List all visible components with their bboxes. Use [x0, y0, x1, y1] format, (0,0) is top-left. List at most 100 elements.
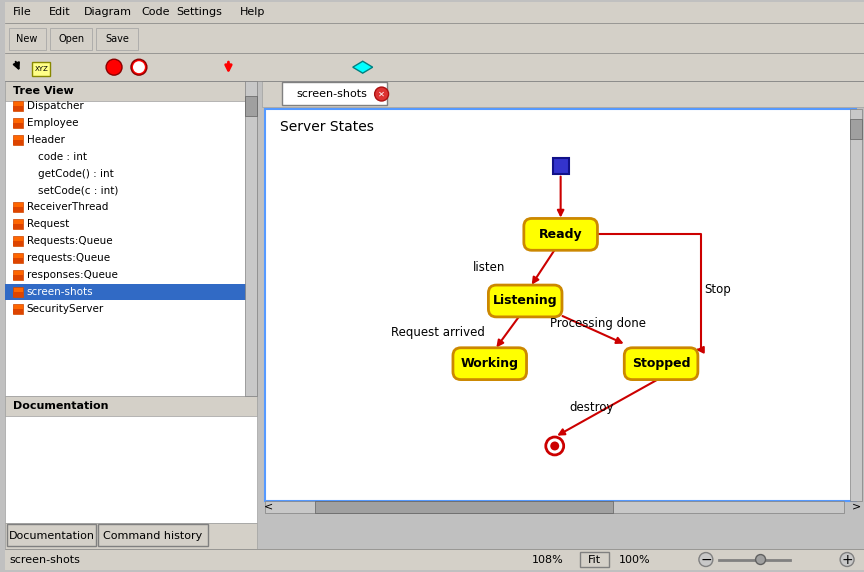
Text: ✕: ✕ — [378, 90, 385, 98]
Bar — [13, 241, 22, 246]
Bar — [4, 23, 864, 53]
Bar — [4, 549, 864, 570]
Text: responses:Queue: responses:Queue — [27, 270, 118, 280]
Bar — [13, 101, 22, 111]
Bar — [7, 524, 96, 546]
Circle shape — [106, 59, 122, 75]
Bar — [265, 109, 856, 501]
Polygon shape — [353, 61, 372, 73]
Text: Header: Header — [27, 135, 65, 145]
Text: −: − — [700, 553, 712, 566]
Bar — [4, 396, 257, 416]
Bar — [13, 287, 22, 297]
Bar — [4, 284, 257, 300]
Text: Fit: Fit — [588, 554, 601, 565]
Bar — [13, 292, 22, 297]
Text: >: > — [851, 502, 861, 512]
Bar — [553, 158, 569, 174]
Text: screen-shots: screen-shots — [10, 554, 80, 565]
Bar — [265, 501, 844, 513]
Text: 100%: 100% — [619, 554, 651, 565]
Bar — [96, 29, 138, 50]
Bar — [98, 524, 207, 546]
Text: Open: Open — [58, 34, 85, 45]
Circle shape — [756, 554, 766, 565]
Text: listen: listen — [473, 261, 505, 274]
Text: Tree View: Tree View — [13, 86, 73, 96]
Bar — [13, 236, 22, 246]
Bar — [13, 309, 22, 314]
Circle shape — [840, 553, 854, 566]
FancyBboxPatch shape — [625, 348, 698, 380]
Text: screen-shots: screen-shots — [296, 89, 367, 99]
FancyBboxPatch shape — [524, 219, 597, 251]
Text: getCode() : int: getCode() : int — [39, 169, 114, 178]
Text: Documentation: Documentation — [13, 402, 108, 411]
Bar — [13, 208, 22, 212]
Bar — [13, 106, 22, 111]
Bar — [13, 118, 22, 128]
Text: Edit: Edit — [48, 7, 70, 18]
Bar — [13, 258, 22, 263]
Bar — [9, 29, 47, 50]
Text: +: + — [842, 553, 853, 566]
Bar — [13, 135, 22, 145]
Text: destroy: destroy — [569, 401, 614, 414]
Circle shape — [375, 87, 389, 101]
Bar — [580, 551, 609, 567]
Bar — [850, 119, 862, 139]
Text: SecurityServer: SecurityServer — [27, 304, 104, 314]
Bar — [4, 523, 257, 549]
Bar — [263, 81, 864, 107]
Text: code : int: code : int — [39, 152, 87, 162]
Bar — [13, 202, 22, 212]
Circle shape — [133, 61, 145, 73]
Bar — [4, 81, 257, 101]
Circle shape — [546, 437, 563, 455]
Bar — [13, 275, 22, 280]
Text: Server States: Server States — [280, 120, 374, 134]
Bar — [4, 53, 864, 81]
Circle shape — [550, 442, 559, 451]
Text: 108%: 108% — [532, 554, 563, 565]
Bar — [13, 253, 22, 263]
Circle shape — [699, 553, 713, 566]
Bar — [315, 501, 613, 513]
Text: Employee: Employee — [27, 118, 78, 128]
Text: Requests:Queue: Requests:Queue — [27, 236, 112, 246]
Bar — [13, 140, 22, 145]
Text: requests:Queue: requests:Queue — [27, 253, 110, 263]
Text: Stop: Stop — [704, 283, 731, 296]
Text: <: < — [264, 502, 273, 512]
Text: XYZ: XYZ — [35, 66, 48, 72]
Bar — [13, 270, 22, 280]
Bar — [245, 81, 257, 396]
Bar — [4, 81, 257, 396]
Text: Code: Code — [141, 7, 169, 18]
Bar — [13, 123, 22, 128]
FancyBboxPatch shape — [453, 348, 526, 380]
Text: New: New — [16, 34, 37, 45]
Text: Request arrived: Request arrived — [391, 326, 485, 339]
Text: Ready: Ready — [539, 228, 582, 241]
Text: Working: Working — [461, 357, 518, 370]
Bar — [245, 96, 257, 116]
Text: Listening: Listening — [492, 295, 557, 308]
Bar — [4, 396, 257, 523]
Bar — [850, 109, 862, 501]
Text: Processing done: Processing done — [550, 317, 646, 330]
Bar — [50, 29, 92, 50]
Text: Diagram: Diagram — [84, 7, 132, 18]
Text: Request: Request — [27, 219, 69, 229]
Bar — [13, 224, 22, 229]
Text: Help: Help — [240, 7, 266, 18]
Bar — [13, 304, 22, 314]
Text: Documentation: Documentation — [9, 531, 94, 541]
FancyBboxPatch shape — [488, 285, 562, 317]
Text: Save: Save — [105, 34, 129, 45]
Text: File: File — [13, 7, 31, 18]
Circle shape — [131, 59, 147, 75]
Text: setCode(c : int): setCode(c : int) — [39, 185, 119, 196]
Bar — [283, 82, 386, 105]
Bar — [4, 2, 864, 23]
